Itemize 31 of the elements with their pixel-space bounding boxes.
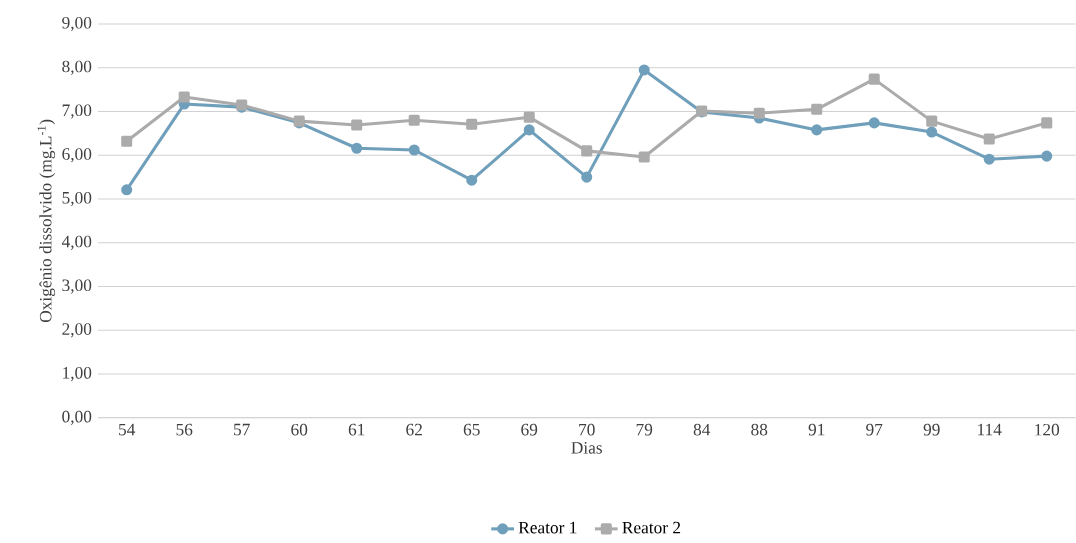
legend-label: Reator 1 (518, 521, 577, 534)
y-tick-label: 8,00 (62, 60, 92, 75)
y-tick-label: 3,00 (62, 279, 92, 294)
x-tick-label: 62 (406, 423, 422, 436)
y-tick-label: 0,00 (62, 410, 92, 426)
x-tick-label: 79 (636, 423, 653, 436)
x-tick-label: 70 (579, 423, 595, 436)
x-tick-label: 54 (119, 423, 136, 436)
y-tick-label: 2,00 (62, 323, 92, 338)
y-tick-label: 4,00 (61, 235, 92, 250)
x-tick-label: 97 (866, 423, 883, 436)
y-tick-label: 9,00 (62, 17, 92, 32)
x-tick-label: 88 (751, 423, 768, 436)
y-tick-label: 6,00 (62, 148, 92, 163)
x-tick-label: 69 (521, 423, 538, 436)
x-tick-label: 56 (176, 423, 193, 436)
x-tick-label: 57 (234, 423, 250, 436)
x-tick-label: 60 (291, 423, 308, 436)
legend-label: Reator 2 (622, 521, 681, 534)
x-axis-title: Dias (571, 442, 602, 454)
x-tick-label: 61 (348, 423, 365, 436)
x-tick-label: 99 (923, 423, 940, 436)
x-tick-label: 120 (1035, 423, 1060, 436)
y-axis-title: Oxigênio dissolvido (mg.L$^{-1}$) (37, 119, 56, 323)
x-tick-label: 114 (978, 423, 1002, 436)
x-tick-label: 65 (463, 423, 480, 436)
y-tick-label: 1,00 (63, 367, 92, 382)
x-tick-label: 91 (808, 423, 825, 436)
y-tick-label: 7,00 (62, 104, 92, 119)
x-tick-label: 84 (693, 423, 711, 436)
y-tick-label: 5,00 (62, 192, 92, 207)
